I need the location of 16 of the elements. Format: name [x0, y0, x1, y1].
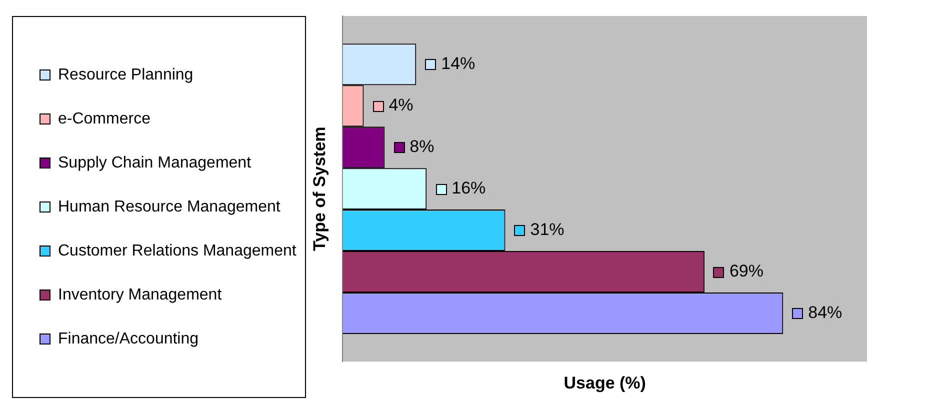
- legend-label: Finance/Accounting: [58, 330, 199, 348]
- legend-label: Inventory Management: [58, 286, 222, 304]
- data-label: 4%: [388, 96, 414, 115]
- legend-label: e-Commerce: [58, 110, 151, 128]
- data-label: 14%: [441, 54, 476, 74]
- data-label: 8%: [410, 137, 434, 156]
- data-label: 84%: [808, 302, 842, 322]
- data-label: 31%: [530, 220, 564, 239]
- legend-label: Human Resource Management: [58, 198, 281, 216]
- data-label: 16%: [452, 178, 486, 198]
- legend-label: Customer Relations Management: [58, 242, 297, 260]
- data-label: 69%: [729, 261, 764, 280]
- legend-label: Resource Planning: [58, 66, 194, 84]
- legend-label: Supply Chain Management: [58, 154, 252, 172]
- x-axis-title: Usage (%): [564, 373, 646, 392]
- y-axis-title: Type of System: [310, 126, 330, 251]
